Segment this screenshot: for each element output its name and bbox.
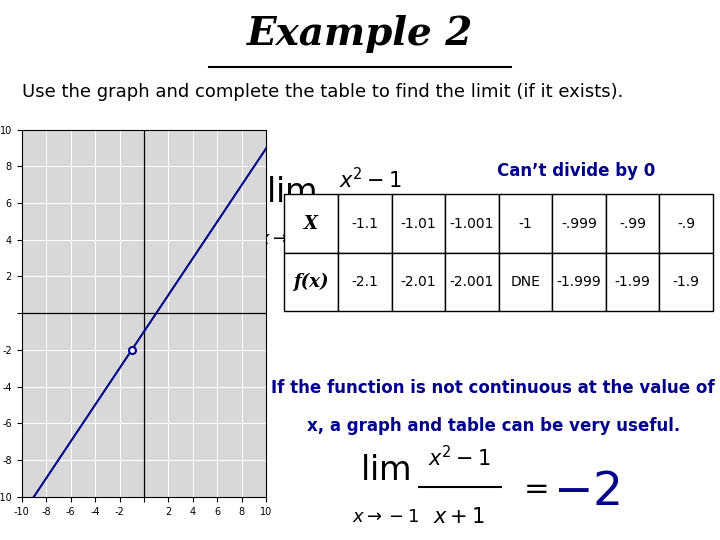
Bar [392,253,445,311]
Text: -1.1: -1.1 [351,217,378,231]
Text: $-2$: $-2$ [553,469,621,515]
Text: -.9: -.9 [677,217,695,231]
Bar [552,194,606,253]
Text: X: X [304,214,318,233]
Text: -1: -1 [518,217,532,231]
Bar [498,253,552,311]
Bar [445,253,498,311]
Text: $x^2-1$: $x^2-1$ [428,446,491,470]
Text: If the function is not continuous at the value of: If the function is not continuous at the… [271,380,715,397]
Text: Can’t divide by 0: Can’t divide by 0 [497,163,655,180]
Text: x, a graph and table can be very useful.: x, a graph and table can be very useful. [307,417,680,435]
Text: $x{\rightarrow}-1$: $x{\rightarrow}-1$ [258,230,325,248]
FancyArrowPatch shape [505,205,544,235]
Text: f(x): f(x) [294,273,329,291]
Bar [606,194,660,253]
Text: -1.01: -1.01 [400,217,436,231]
Bar [660,194,713,253]
Text: -.999: -.999 [561,217,597,231]
Text: -1.999: -1.999 [557,275,601,289]
Text: Example 2: Example 2 [247,15,473,53]
Bar [392,194,445,253]
Bar [660,253,713,311]
Bar [284,253,338,311]
Bar [552,253,606,311]
Text: -1.9: -1.9 [672,275,700,289]
Text: $\lim$: $\lim$ [360,455,410,487]
Text: $x+1$: $x+1$ [433,507,485,527]
Text: $x^2-1$: $x^2-1$ [339,167,402,192]
Text: Use the graph and complete the table to find the limit (if it exists).: Use the graph and complete the table to … [22,83,623,101]
Text: -1.001: -1.001 [449,217,494,231]
Text: $=$: $=$ [518,473,548,502]
Text: -.99: -.99 [619,217,646,231]
Text: $x+1$: $x+1$ [345,229,397,249]
Bar [498,194,552,253]
Text: $x{\rightarrow}-1$: $x{\rightarrow}-1$ [351,508,419,526]
Bar [284,194,338,253]
Text: $\lim$: $\lim$ [266,177,317,208]
Text: -2.001: -2.001 [449,275,494,289]
Bar [606,253,660,311]
Text: -1.99: -1.99 [615,275,650,289]
Bar [445,194,498,253]
Text: -2.01: -2.01 [400,275,436,289]
Bar [338,253,392,311]
Text: -2.1: -2.1 [351,275,378,289]
Text: DNE: DNE [510,275,540,289]
Bar [338,194,392,253]
